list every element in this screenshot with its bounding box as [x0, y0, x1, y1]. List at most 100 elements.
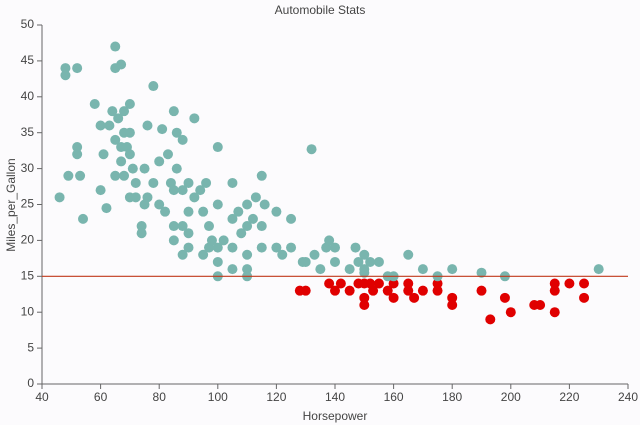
data-point	[110, 170, 121, 181]
data-point	[388, 278, 399, 289]
data-point	[324, 235, 335, 246]
data-point	[549, 285, 560, 296]
data-point	[148, 177, 159, 188]
data-point	[72, 142, 83, 153]
y-tick-label: 40	[21, 89, 35, 103]
data-point	[227, 264, 238, 275]
data-point	[162, 149, 173, 160]
x-tick-label: 120	[266, 390, 286, 404]
data-point	[104, 120, 115, 131]
data-point	[204, 221, 215, 232]
data-point	[124, 149, 135, 160]
data-point	[183, 228, 194, 239]
data-point	[286, 242, 297, 253]
data-point	[306, 144, 317, 155]
data-point	[242, 221, 253, 232]
data-point	[130, 192, 141, 203]
y-tick-label: 25	[21, 197, 35, 211]
data-point	[212, 242, 223, 253]
data-point	[139, 163, 150, 174]
x-tick-label: 100	[208, 390, 228, 404]
y-tick-label: 15	[21, 268, 35, 282]
data-point	[365, 256, 376, 267]
data-point	[476, 285, 487, 296]
data-point	[124, 127, 135, 138]
data-point	[95, 120, 106, 131]
data-point	[403, 249, 414, 260]
data-point	[227, 177, 238, 188]
data-point	[259, 199, 270, 210]
data-point	[485, 314, 496, 325]
data-point	[154, 156, 165, 167]
data-point	[359, 249, 370, 260]
data-point	[256, 221, 267, 232]
data-point	[119, 106, 130, 117]
data-point	[242, 264, 253, 275]
data-point	[75, 170, 86, 181]
y-axis-label: Miles_per_Gallon	[4, 158, 18, 251]
data-point	[130, 177, 141, 188]
data-point	[72, 63, 83, 74]
data-point	[409, 292, 420, 303]
data-point	[499, 292, 510, 303]
data-point	[136, 228, 147, 239]
data-point	[242, 249, 253, 260]
data-point	[160, 206, 171, 217]
data-point	[330, 242, 340, 253]
x-tick-label: 180	[442, 390, 462, 404]
data-point	[98, 149, 109, 160]
data-point	[447, 292, 458, 303]
y-tick-label: 20	[21, 233, 35, 247]
data-point	[579, 292, 590, 303]
data-point	[148, 81, 159, 92]
data-point	[368, 285, 379, 296]
data-point	[107, 106, 118, 117]
data-point	[78, 213, 89, 224]
data-point	[344, 264, 355, 275]
data-point	[535, 300, 546, 311]
data-point	[227, 242, 238, 253]
data-point	[359, 292, 370, 303]
data-point	[89, 98, 100, 109]
data-point	[350, 242, 361, 253]
data-point	[324, 278, 335, 289]
data-point	[54, 192, 65, 203]
data-point	[447, 300, 458, 311]
data-point	[195, 185, 206, 196]
data-point	[171, 127, 182, 138]
data-point	[113, 113, 124, 124]
data-point	[177, 185, 188, 196]
data-point	[116, 156, 127, 167]
y-tick-label: 45	[21, 53, 35, 67]
data-point	[403, 285, 414, 296]
data-point	[119, 170, 130, 181]
data-point	[549, 307, 560, 318]
data-point	[250, 192, 261, 203]
y-tick-label: 5	[27, 340, 34, 354]
y-tick-label: 10	[21, 304, 35, 318]
data-point	[417, 285, 428, 296]
data-point	[212, 256, 223, 267]
data-point	[277, 249, 288, 260]
y-tick-label: 50	[21, 17, 35, 31]
data-point	[579, 278, 590, 289]
data-point	[247, 213, 258, 224]
data-point	[168, 185, 179, 196]
x-tick-label: 80	[153, 390, 167, 404]
data-point	[593, 264, 604, 275]
data-point	[309, 249, 320, 260]
x-tick-label: 140	[325, 390, 345, 404]
data-point	[256, 170, 267, 181]
data-point	[201, 177, 212, 188]
data-point	[300, 285, 311, 296]
data-point	[171, 163, 182, 174]
data-point	[564, 278, 575, 289]
data-point	[286, 213, 297, 224]
data-point	[236, 228, 247, 239]
data-point	[110, 41, 121, 52]
data-point	[330, 256, 340, 267]
data-point	[417, 264, 428, 275]
data-point	[300, 256, 311, 267]
data-point	[189, 192, 200, 203]
x-tick-label: 40	[35, 390, 49, 404]
